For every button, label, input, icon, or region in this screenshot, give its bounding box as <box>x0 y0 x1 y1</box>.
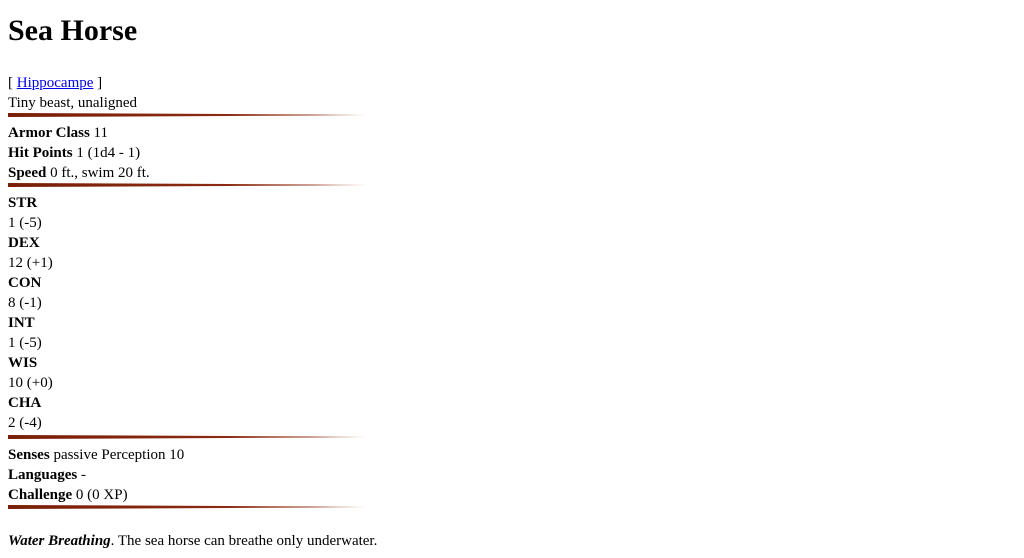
see-also-open-bracket: [ <box>8 75 13 91</box>
languages-line: Languages - <box>8 465 1016 485</box>
ability-name: WIS <box>8 353 1016 373</box>
ability-name: INT <box>8 313 1016 333</box>
speed-label: Speed <box>8 165 47 181</box>
trait-text: . The sea horse can breathe only underwa… <box>110 533 378 549</box>
ability-wis-value: 10 (+0) <box>8 375 53 391</box>
section-divider <box>8 435 368 439</box>
ability-name: DEX <box>8 233 1016 253</box>
languages-label: Languages <box>8 467 78 483</box>
ability-con-label: CON <box>8 275 42 291</box>
senses-label: Senses <box>8 447 50 463</box>
ability-cha-value: 2 (-4) <box>8 415 42 431</box>
section-divider <box>8 183 368 187</box>
ability-wis-label: WIS <box>8 355 38 371</box>
armor-class-label: Armor Class <box>8 125 90 141</box>
section-divider <box>8 113 368 117</box>
challenge-value: 0 (0 XP) <box>75 487 128 503</box>
ability-name: STR <box>8 193 1016 213</box>
ability-int-value: 1 (-5) <box>8 335 42 351</box>
ability-str-label: STR <box>8 195 38 211</box>
speed-line: Speed 0 ft., swim 20 ft. <box>8 163 1016 183</box>
ability-cha-label: CHA <box>8 395 42 411</box>
challenge-line: Challenge 0 (0 XP) <box>8 485 1016 505</box>
senses-value: passive Perception 10 <box>53 447 185 463</box>
hit-points-label: Hit Points <box>8 145 73 161</box>
senses-line: Senses passive Perception 10 <box>8 445 1016 465</box>
ability-int-label: INT <box>8 315 35 331</box>
armor-class-line: Armor Class 11 <box>8 123 1016 143</box>
page-title: Sea Horse <box>8 14 138 47</box>
hippocampe-link[interactable]: Hippocampe <box>16 75 94 91</box>
ability-dex-value: 12 (+1) <box>8 255 53 271</box>
ability-name: CON <box>8 273 1016 293</box>
ability-str-value: 1 (-5) <box>8 215 42 231</box>
ability-con-value: 8 (-1) <box>8 295 42 311</box>
see-also-line: [ Hippocampe ] <box>8 73 1016 93</box>
ability-name: CHA <box>8 393 1016 413</box>
languages-value: - <box>80 467 86 483</box>
trait-water-breathing: Water Breathing. The sea horse can breat… <box>8 531 1016 551</box>
challenge-label: Challenge <box>8 487 73 503</box>
see-also-close-bracket: ] <box>97 75 103 91</box>
ability-dex-label: DEX <box>8 235 40 251</box>
speed-value: 0 ft., swim 20 ft. <box>50 165 150 181</box>
creature-type: Tiny beast, unaligned <box>8 95 138 111</box>
hit-points-line: Hit Points 1 (1d4 - 1) <box>8 143 1016 163</box>
trait-name: Water Breathing <box>8 533 111 549</box>
armor-class-value: 11 <box>93 125 108 141</box>
hit-points-value: 1 (1d4 - 1) <box>76 145 141 161</box>
section-divider <box>8 505 368 509</box>
